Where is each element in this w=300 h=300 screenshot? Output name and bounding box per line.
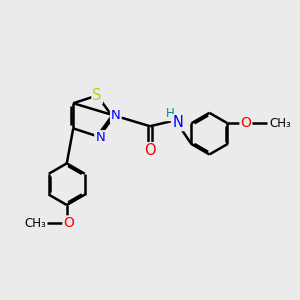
Text: N: N [172,115,183,130]
Text: N: N [111,109,121,122]
Text: N: N [95,131,105,144]
Text: O: O [144,143,156,158]
Text: S: S [92,88,102,103]
Text: CH₃: CH₃ [24,217,46,230]
Text: CH₃: CH₃ [270,117,291,130]
Text: O: O [63,216,74,230]
Text: O: O [241,116,251,130]
Text: H: H [166,107,174,120]
